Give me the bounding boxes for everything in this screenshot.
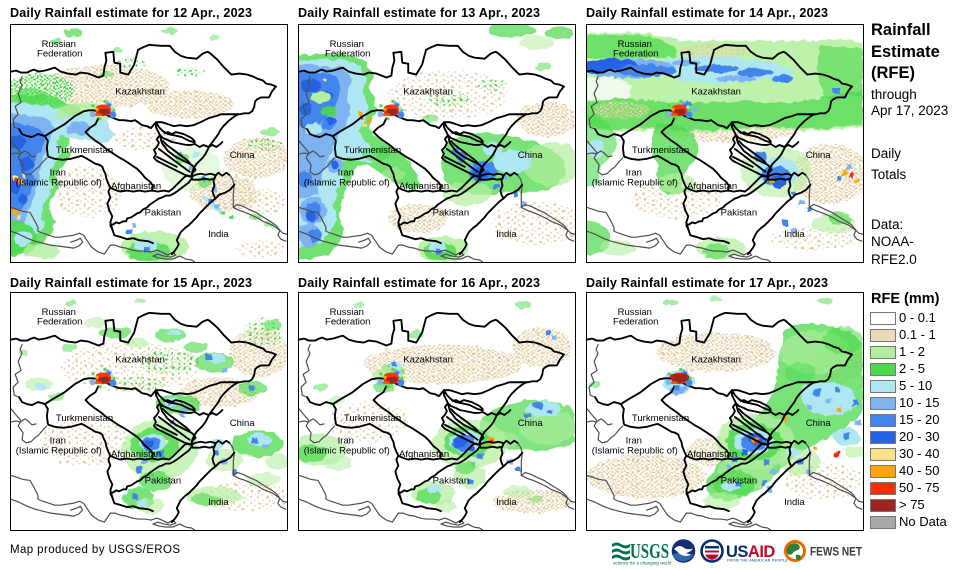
svg-text:USAID: USAID xyxy=(726,543,775,561)
svg-text:FEWS NET: FEWS NET xyxy=(810,547,862,559)
svg-text:FROM THE AMERICAN PEOPLE: FROM THE AMERICAN PEOPLE xyxy=(727,559,788,563)
svg-text:USGS: USGS xyxy=(630,539,669,563)
svg-text:science for a changing world: science for a changing world xyxy=(613,561,672,566)
